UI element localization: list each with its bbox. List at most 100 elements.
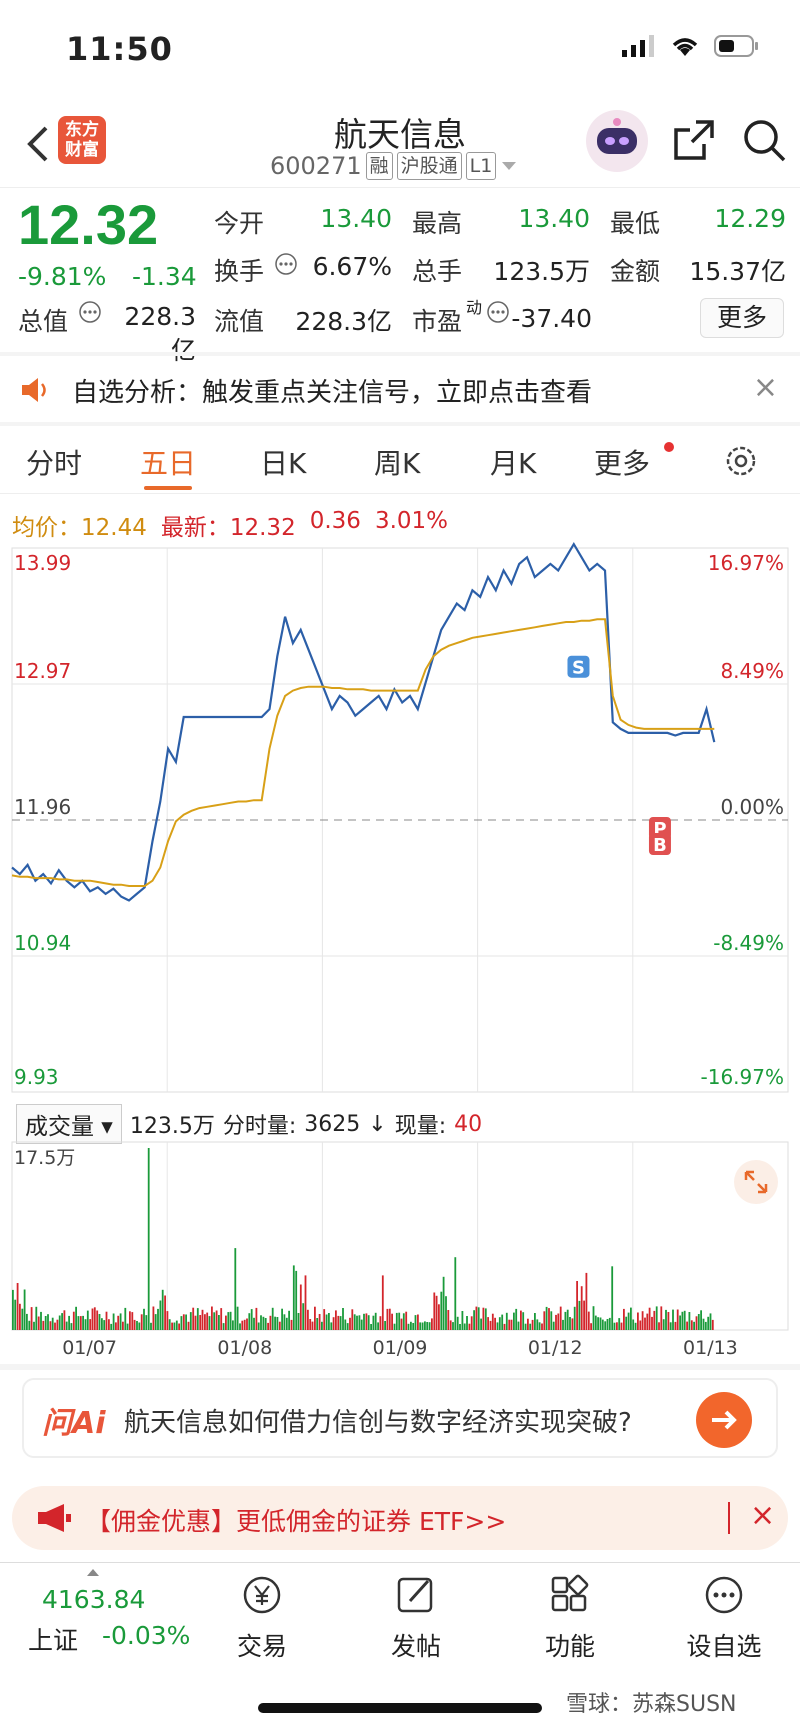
volume-chart[interactable]: 17.5万 01/07 01/08 01/09 01/12 01/13 bbox=[0, 1140, 800, 1364]
volume-select-label: 成交量 bbox=[25, 1114, 94, 1140]
volume-bar bbox=[250, 1309, 253, 1330]
now-volume-label: 现量: bbox=[394, 1114, 447, 1139]
app-logo[interactable]: 东方 财富 bbox=[58, 116, 106, 164]
volume-bar bbox=[325, 1314, 328, 1330]
volume-bar bbox=[267, 1322, 269, 1330]
volume-bar bbox=[145, 1315, 148, 1330]
volume-bar bbox=[363, 1313, 365, 1330]
home-indicator[interactable] bbox=[258, 1703, 542, 1713]
volume-bar bbox=[711, 1319, 714, 1330]
volume-bar bbox=[314, 1306, 316, 1330]
volume-bar bbox=[295, 1270, 298, 1330]
info-icon[interactable] bbox=[78, 300, 102, 324]
low-label: 最低 bbox=[610, 209, 661, 238]
volume-select[interactable]: 成交量 ▾ bbox=[16, 1104, 122, 1144]
volume-bar bbox=[234, 1248, 237, 1330]
volume-bar bbox=[140, 1314, 143, 1330]
tab-five-day[interactable]: 五日 bbox=[140, 447, 197, 480]
volume-bar bbox=[124, 1307, 127, 1330]
tab-daily-k[interactable]: 日K bbox=[260, 447, 307, 480]
volume-bar bbox=[524, 1323, 527, 1330]
ai-question-box[interactable]: 问Ai 航天信息如何借力信创与数字经济实现突破? bbox=[22, 1378, 778, 1458]
search-icon[interactable] bbox=[742, 118, 786, 162]
volume-bar bbox=[26, 1313, 28, 1330]
volume-bar bbox=[442, 1276, 445, 1330]
volume-bar bbox=[260, 1315, 262, 1330]
info-icon[interactable] bbox=[486, 300, 510, 324]
volume-bar bbox=[136, 1321, 138, 1330]
volume-bar bbox=[686, 1321, 688, 1330]
volume-bar bbox=[491, 1313, 494, 1330]
nav-post[interactable]: 发帖 bbox=[366, 1573, 466, 1663]
turnover-label: 换手 bbox=[214, 257, 265, 286]
volume-bar bbox=[344, 1319, 347, 1330]
volume-bar bbox=[381, 1275, 384, 1330]
tab-more[interactable]: 更多 bbox=[594, 447, 651, 480]
notice-bar[interactable]: 自选分析：触发重点关注信号，立即点击查看 × bbox=[0, 356, 800, 422]
volume-bar bbox=[431, 1318, 433, 1330]
nav-functions-label: 功能 bbox=[544, 1632, 595, 1661]
volume-bar bbox=[194, 1315, 197, 1330]
assistant-robot-icon[interactable] bbox=[586, 110, 648, 172]
promo-close-icon[interactable]: × bbox=[750, 1498, 776, 1533]
back-icon[interactable] bbox=[20, 122, 56, 166]
tab-intraday[interactable]: 分时 bbox=[26, 447, 83, 480]
stock-code-row[interactable]: 600271 融 沪股通 L1 bbox=[270, 152, 518, 180]
volume-label: 总手 bbox=[412, 257, 463, 286]
volume-bar bbox=[484, 1308, 487, 1330]
share-icon[interactable] bbox=[672, 118, 716, 162]
expand-button[interactable] bbox=[734, 1160, 778, 1204]
index-name[interactable]: 上证 bbox=[28, 1626, 79, 1655]
volume-bar bbox=[391, 1313, 393, 1330]
tick-volume-value: 3625 bbox=[304, 1111, 361, 1137]
signal-marker-label: S bbox=[572, 658, 585, 679]
volume-bar bbox=[510, 1319, 513, 1330]
volume-bar bbox=[288, 1310, 290, 1330]
notice-close-icon[interactable]: × bbox=[752, 370, 778, 405]
tab-monthly-k[interactable]: 月K bbox=[490, 447, 537, 480]
volume-bar bbox=[358, 1315, 361, 1330]
speaker-icon bbox=[22, 378, 46, 402]
volume-bar bbox=[386, 1308, 389, 1330]
volume-bar bbox=[154, 1314, 157, 1330]
volume-bar bbox=[332, 1317, 335, 1330]
volume-bar bbox=[393, 1323, 396, 1330]
volume-bar bbox=[117, 1315, 120, 1330]
more-button[interactable]: 更多 bbox=[700, 298, 784, 338]
nav-trade[interactable]: 交易 bbox=[212, 1573, 312, 1663]
nav-trade-label: 交易 bbox=[236, 1632, 287, 1661]
ai-go-button[interactable] bbox=[696, 1392, 752, 1448]
volume-bar bbox=[307, 1309, 309, 1330]
volume-bar bbox=[56, 1319, 59, 1330]
volume-bar bbox=[206, 1312, 209, 1330]
volume-bar bbox=[557, 1313, 560, 1330]
nav-add-watchlist[interactable]: 设自选 bbox=[674, 1573, 774, 1663]
volume-bar bbox=[494, 1317, 496, 1330]
volume-bar bbox=[337, 1315, 340, 1330]
volume-bar bbox=[653, 1310, 656, 1330]
volume-bar bbox=[459, 1324, 461, 1330]
volume-bar bbox=[318, 1314, 321, 1330]
signal-marker-s bbox=[567, 655, 590, 678]
promo-banner[interactable]: 【佣金优惠】更低佣金的证券 ETF>> × bbox=[12, 1486, 788, 1550]
volume-bar bbox=[175, 1320, 178, 1330]
megaphone-icon bbox=[38, 1504, 71, 1532]
price-chart[interactable]: 13.99 16.97% 12.97 8.49% 11.96 0.00% 10.94 -8.4… bbox=[0, 540, 800, 1104]
info-icon[interactable] bbox=[274, 252, 298, 276]
status-bar: 11:50 bbox=[0, 0, 800, 100]
arrow-right-icon bbox=[712, 1410, 737, 1430]
index-value[interactable]: 4163.84 bbox=[42, 1585, 146, 1614]
logo-text-top: 东方 bbox=[65, 120, 99, 140]
volume-bar bbox=[98, 1314, 101, 1330]
price-chart-svg[interactable]: 13.99 16.97% 12.97 8.49% 11.96 0.00% 10.94 -8.4… bbox=[0, 540, 800, 1100]
index-change: -0.03% bbox=[102, 1621, 191, 1650]
x-axis-date-label: 01/09 bbox=[373, 1337, 428, 1359]
tab-weekly-k[interactable]: 周K bbox=[374, 447, 421, 480]
volume-bar bbox=[68, 1315, 70, 1330]
dropdown-icon[interactable] bbox=[500, 160, 518, 172]
nav-functions[interactable]: 功能 bbox=[520, 1573, 620, 1663]
volume-bar bbox=[480, 1318, 482, 1330]
status-icons bbox=[622, 34, 760, 58]
settings-icon[interactable] bbox=[722, 442, 760, 480]
float-value: 228.3亿 bbox=[295, 307, 392, 336]
